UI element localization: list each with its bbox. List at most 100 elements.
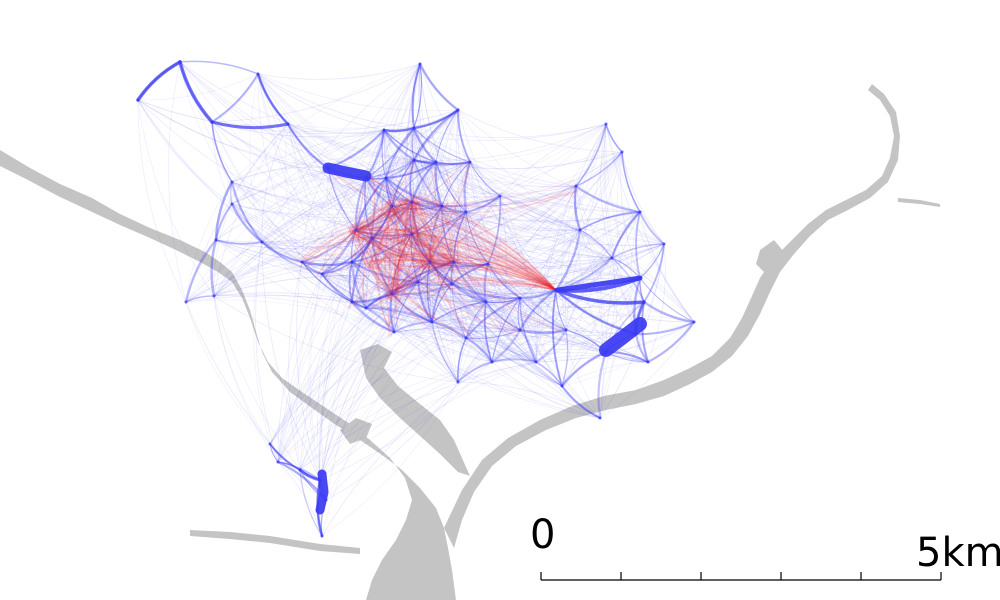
flow-edge [351, 201, 413, 263]
flow-edge [257, 73, 303, 263]
flow-edge [355, 205, 443, 231]
flow-edge [435, 161, 641, 213]
flow-edge [418, 62, 460, 112]
heavy-flow-edge [412, 108, 460, 130]
water-layer [0, 84, 940, 600]
flow-edge [350, 292, 394, 304]
flow-edge [441, 205, 489, 265]
flow-edge [391, 161, 471, 207]
flow-edge [464, 161, 471, 213]
flow-edge [352, 158, 418, 234]
flow-edge [465, 123, 607, 213]
flow-edge [411, 233, 459, 383]
flow-edge [371, 237, 419, 283]
flow-edge [351, 204, 416, 236]
flow-edge [411, 233, 613, 262]
flow-edge [321, 261, 353, 501]
flow-edge [408, 235, 557, 291]
flow-edge [184, 238, 218, 304]
flow-edge [391, 261, 431, 295]
flow-edge [287, 123, 385, 134]
flow-edge [382, 200, 557, 291]
flow-edge [365, 307, 537, 363]
flow-edge [354, 204, 394, 232]
flow-edge [359, 231, 417, 238]
flow-edge [393, 277, 641, 333]
flow-edge [600, 123, 613, 259]
flow-edge [371, 237, 455, 263]
flow-edge [370, 155, 415, 257]
flow-edge [215, 237, 373, 249]
flow-edge [403, 223, 557, 291]
flow-edge [215, 239, 395, 333]
flow-edge [321, 195, 501, 275]
flow-edge [392, 206, 436, 260]
flow-edge [348, 260, 354, 304]
flow-edge [299, 361, 537, 471]
flow-edge [321, 273, 467, 339]
flow-edge [555, 289, 607, 353]
flow-edge [431, 283, 453, 323]
flow-edge [579, 211, 641, 231]
flow-edge [431, 243, 665, 323]
flow-edge [393, 204, 407, 233]
flow-edge [257, 73, 443, 207]
flow-edge [351, 301, 493, 363]
flow-edge [359, 224, 557, 291]
flow-edge [428, 264, 557, 291]
flow-edge [351, 205, 443, 303]
flow-edge [215, 123, 289, 241]
flow-edge [385, 204, 460, 262]
flow-edge [355, 229, 433, 323]
flow-edge [451, 283, 557, 294]
flow-edge [435, 161, 471, 165]
flow-edge [413, 229, 430, 270]
flow-edge [391, 266, 457, 289]
flow-edge [362, 228, 519, 337]
flow-edge [413, 159, 537, 363]
flow-edge [371, 258, 426, 326]
flow-edge [491, 195, 507, 363]
flow-edge [383, 129, 437, 163]
flow-edge [366, 252, 461, 265]
flow-edge [350, 236, 374, 264]
flow-edge [441, 205, 581, 231]
flow-edge [321, 361, 493, 537]
flow-edge [391, 201, 413, 207]
flow-edge [257, 63, 421, 80]
flow-edge [393, 326, 607, 353]
station-point [324, 498, 328, 502]
flow-edge [419, 63, 467, 213]
flow-edge [411, 196, 557, 291]
flow-edge [485, 297, 521, 304]
flow-edge [261, 237, 373, 248]
flow-edge [435, 161, 537, 363]
flow-edge [406, 237, 453, 290]
flow-edge [465, 321, 695, 346]
flow-edge [417, 281, 601, 419]
flow-edge [387, 195, 410, 295]
flow-edge [435, 161, 521, 299]
flow-edge [411, 201, 581, 232]
flow-edge [321, 261, 353, 275]
flow-edge [215, 239, 263, 245]
flow-edge [452, 260, 490, 267]
flow-edge [487, 243, 665, 268]
flow-edge [137, 73, 259, 101]
flow-edge [349, 259, 425, 309]
flow-edge [409, 191, 557, 291]
flow-edge [485, 301, 563, 387]
flow-edge [385, 177, 393, 207]
flow-edge [393, 109, 459, 333]
flow-edge [371, 237, 489, 265]
flow-edge [453, 261, 489, 266]
flow-edge [429, 261, 487, 303]
flow-edge [353, 200, 414, 309]
flow-edge [355, 229, 419, 283]
flow-edge [429, 261, 537, 363]
flow-edge [371, 260, 557, 291]
flow-edge [213, 177, 387, 297]
flow-edge [411, 233, 455, 263]
flow-edge [362, 265, 367, 303]
station-point [692, 320, 696, 324]
